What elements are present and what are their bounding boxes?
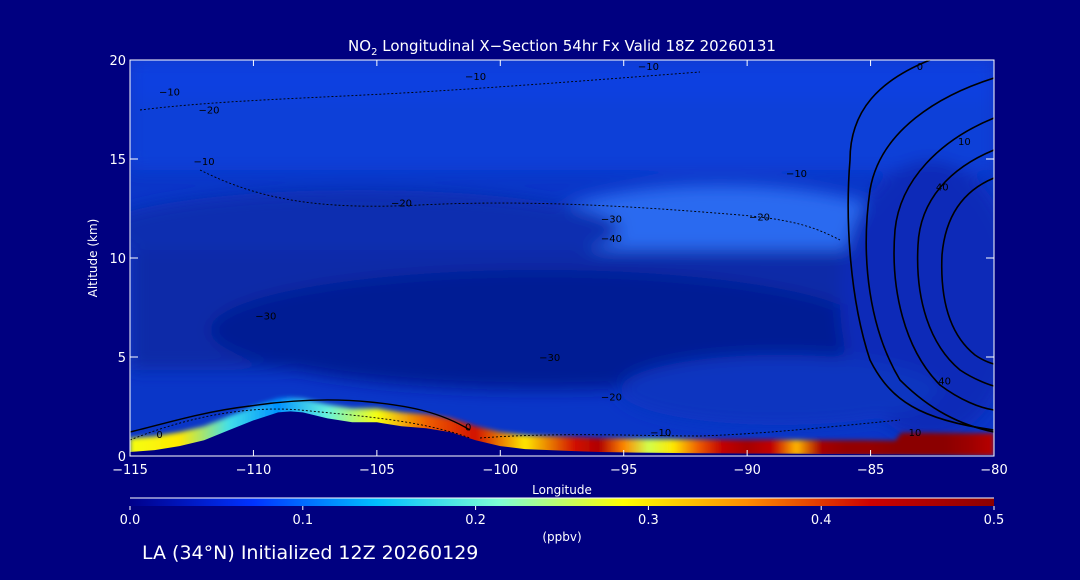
contour-30-east bbox=[916, 149, 994, 387]
colorbar-tick-label: 0.0 bbox=[120, 513, 141, 528]
x-tick-label: −110 bbox=[236, 463, 272, 478]
y-axis-ticks: 0 5 10 15 20 bbox=[109, 54, 994, 465]
colorbar-tick-label: 0.4 bbox=[811, 513, 832, 528]
y-tick-label: 10 bbox=[109, 252, 126, 267]
x-axis-ticks: −115 −110 −105 −100 −95 −90 −85 −80 bbox=[112, 60, 1008, 478]
background-field bbox=[130, 60, 994, 440]
y-tick-label: 15 bbox=[109, 153, 126, 168]
contour-label: 0 bbox=[917, 62, 923, 73]
contour-label: −10 bbox=[638, 62, 659, 73]
contour-label: 10 bbox=[958, 137, 971, 148]
y-axis-label: Altitude (km) bbox=[86, 219, 100, 298]
contour-10-east bbox=[865, 77, 994, 433]
contour-dotted-upper bbox=[139, 71, 701, 111]
colorbar-tick-label: 0.5 bbox=[984, 513, 1005, 528]
contour-label: −20 bbox=[198, 106, 219, 117]
colorbar-tick-label: 0.3 bbox=[638, 513, 659, 528]
y-tick-label: 0 bbox=[118, 450, 126, 465]
colorbar: 0.0 0.1 0.2 0.3 0.4 0.5 (ppbv) bbox=[120, 497, 1005, 544]
contour-label: 10 bbox=[909, 428, 922, 439]
contour-0-east bbox=[847, 60, 994, 431]
colorbar-ticks: 0.0 0.1 0.2 0.3 0.4 0.5 bbox=[120, 506, 1005, 528]
field-patch-high-west bbox=[130, 190, 620, 270]
contour-labels: −10 −20 −10 −10 −10 −20 −10 −30 −40 −20 −30 −30 −20 −… bbox=[156, 62, 970, 441]
contour-label: −30 bbox=[601, 214, 622, 225]
contour-lines bbox=[130, 60, 994, 441]
x-tick-label: −85 bbox=[857, 463, 884, 478]
contour-dotted-mid bbox=[199, 169, 841, 241]
contour-label: −40 bbox=[601, 234, 622, 245]
contour-label: −30 bbox=[539, 353, 560, 364]
footer-caption: LA (34°N) Initialized 12Z 20260129 bbox=[142, 542, 479, 564]
contour-label: −20 bbox=[749, 212, 770, 223]
colorbar-label: (ppbv) bbox=[542, 530, 581, 544]
chart-title-main: NO bbox=[348, 37, 371, 55]
terrain bbox=[130, 411, 994, 456]
contour-label: −10 bbox=[465, 72, 486, 83]
contour-20-east bbox=[893, 117, 994, 411]
contour-0-west bbox=[130, 399, 471, 433]
contour-label: −30 bbox=[255, 311, 276, 322]
x-tick-label: −115 bbox=[112, 463, 148, 478]
chart-title-rest: Longitudinal X−Section 54hr Fx Valid 18Z… bbox=[377, 37, 775, 55]
y-tick-label: 20 bbox=[109, 54, 126, 69]
contour-dotted-west bbox=[130, 408, 471, 441]
x-tick-label: −105 bbox=[359, 463, 395, 478]
contour-40-east bbox=[940, 177, 994, 365]
colorbar-tick-label: 0.2 bbox=[465, 513, 486, 528]
contour-label: 40 bbox=[938, 377, 951, 388]
y-tick-label: 5 bbox=[118, 351, 126, 366]
contour-label: −10 bbox=[159, 88, 180, 99]
chart-title-subscript: 2 bbox=[371, 47, 377, 58]
contour-label: −10 bbox=[786, 169, 807, 180]
x-tick-label: −90 bbox=[733, 463, 760, 478]
contour-label: 0 bbox=[156, 430, 162, 441]
plot-area: −10 −20 −10 −10 −10 −20 −10 −30 −40 −20 −30 −30 −20 −… bbox=[130, 60, 994, 456]
x-tick-label: −100 bbox=[482, 463, 518, 478]
contour-label: 0 bbox=[465, 422, 471, 433]
x-tick-label: −95 bbox=[610, 463, 637, 478]
field-band-mid-upper bbox=[130, 100, 994, 170]
contour-label: −10 bbox=[650, 428, 671, 439]
x-axis-label: Longitude bbox=[532, 483, 592, 497]
field-band-upper bbox=[130, 60, 994, 100]
x-tick-label: −80 bbox=[980, 463, 1007, 478]
contour-label: 40 bbox=[936, 183, 949, 194]
field-patch-lowlevel bbox=[620, 355, 940, 425]
colorbar-ramp bbox=[130, 498, 994, 506]
chart-title: NO2 Longitudinal X−Section 54hr Fx Valid… bbox=[348, 37, 776, 58]
colorbar-tick-label: 0.1 bbox=[292, 513, 313, 528]
contour-label: −10 bbox=[194, 157, 215, 168]
contour-label: −20 bbox=[601, 393, 622, 404]
contour-label: −20 bbox=[391, 199, 412, 210]
contour-dotted-low bbox=[479, 419, 901, 439]
